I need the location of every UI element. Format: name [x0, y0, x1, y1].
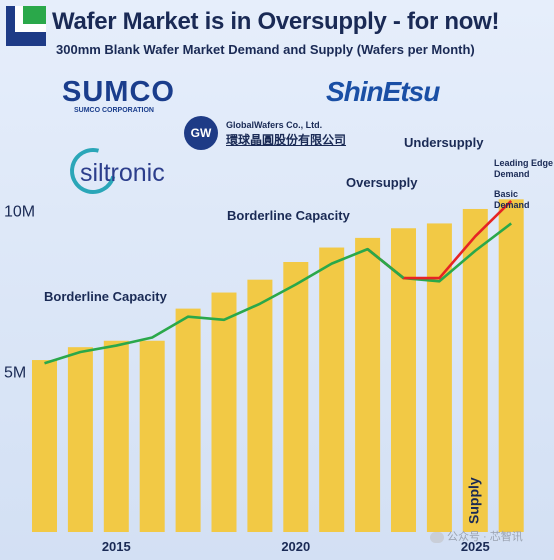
supply-bar: [247, 279, 273, 532]
supply-bar: [175, 308, 201, 532]
supply-bar: [462, 208, 488, 532]
supply-bar: [319, 247, 345, 533]
sumco-logo-text: SUMCO: [62, 76, 175, 108]
supply-bar: [67, 347, 93, 532]
supply-bar: [391, 228, 416, 532]
y-tick-label: 10M: [4, 204, 35, 221]
supply-bar: [498, 199, 524, 533]
supply-bar: [139, 340, 165, 532]
chart-title: Wafer Market is in Oversupply - for now!: [52, 8, 500, 35]
sumco-logo: SUMCO SUMCO CORPORATION: [62, 76, 175, 114]
supply-bar: [355, 237, 381, 532]
globalwafers-logo-icon: GW: [184, 116, 218, 150]
x-tick-label: 2020: [281, 539, 310, 554]
supply-bar: [103, 340, 129, 532]
annotation-borderline-capacity-early: Borderline Capacity: [44, 289, 168, 304]
sumco-logo-subtext: SUMCO CORPORATION: [74, 107, 154, 114]
y-tick-label: 5M: [4, 364, 26, 381]
supply-bar: [211, 292, 237, 532]
annotation-borderline-capacity-2020: Borderline Capacity: [227, 208, 351, 223]
siltronic-logo-text: siltronic: [80, 159, 165, 187]
basic-demand-line: [44, 222, 512, 365]
annotation-supply-vertical: Supply: [465, 477, 481, 524]
watermark: 公众号 · 芯智讯: [430, 528, 523, 544]
globalwafers-logo-chinese-text: 環球晶圓股份有限公司: [226, 133, 347, 147]
basic-demand-line-overlap: [366, 248, 405, 280]
supply-bar: [283, 262, 309, 532]
chart-subtitle: 300mm Blank Wafer Market Demand and Supp…: [56, 42, 475, 57]
annotation-undersupply: Undersupply: [404, 135, 484, 150]
annotation-leading-edge-demand: Leading Edge Demand: [494, 158, 553, 179]
globalwafers-logo-text: GlobalWafers Co., Ltd.: [226, 120, 323, 130]
annotation-basic-demand: Basic Demand: [494, 189, 530, 210]
supply-bar: [32, 360, 57, 532]
annotation-oversupply: Oversupply: [346, 175, 418, 190]
watermark-text: 公众号 · 芯智讯: [447, 531, 523, 543]
wechat-icon: [430, 531, 444, 543]
shinetsu-logo: ShinEtsu: [326, 76, 440, 107]
presentation-logo-square: [6, 6, 46, 46]
x-tick-label: 2025: [461, 539, 490, 554]
x-tick-label: 2015: [102, 539, 131, 554]
